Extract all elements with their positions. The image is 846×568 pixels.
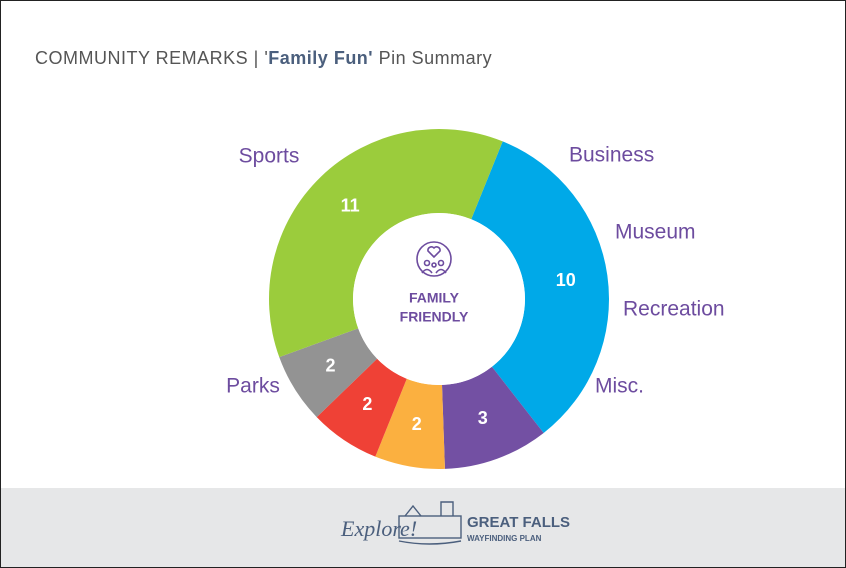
- donut-segment: [316, 358, 407, 457]
- donut-segment: [269, 128, 503, 358]
- donut-segment: [442, 366, 544, 469]
- category-label: Business: [569, 144, 654, 167]
- footer-brand: GREAT FALLS: [467, 514, 570, 531]
- donut-segment: [375, 378, 445, 469]
- category-label: Museum: [615, 221, 696, 244]
- footer-band: [1, 488, 845, 567]
- value-label: 2: [362, 394, 372, 414]
- chart-title: COMMUNITY REMARKS | 'Family Fun' Pin Sum…: [35, 48, 492, 68]
- category-label: Misc.: [595, 375, 644, 398]
- title-prefix: COMMUNITY REMARKS | ': [35, 48, 268, 68]
- center-label: FRIENDLY: [400, 309, 469, 325]
- category-label: Parks: [226, 375, 280, 398]
- footer-script: Explore!: [340, 516, 417, 541]
- donut-hole: [353, 213, 525, 385]
- donut: 10 3 2 2 2 11: [269, 128, 610, 469]
- value-label: 11: [341, 196, 360, 216]
- value-label: 3: [478, 408, 488, 428]
- value-label: 10: [556, 270, 576, 290]
- category-label: Sports: [239, 145, 300, 168]
- value-label: 2: [412, 414, 422, 434]
- donut-segment: [471, 141, 610, 433]
- title-bold: Family Fun': [268, 48, 373, 68]
- center-icon: [416, 241, 452, 277]
- donut-segment: [279, 328, 378, 418]
- title-suffix: Pin Summary: [379, 48, 493, 68]
- category-label: Recreation: [623, 298, 725, 321]
- footer-logo: [398, 501, 462, 545]
- footer-tagline: WAYFINDING PLAN: [467, 534, 542, 543]
- value-label: 2: [325, 356, 335, 376]
- center-label: FAMILY: [409, 290, 460, 306]
